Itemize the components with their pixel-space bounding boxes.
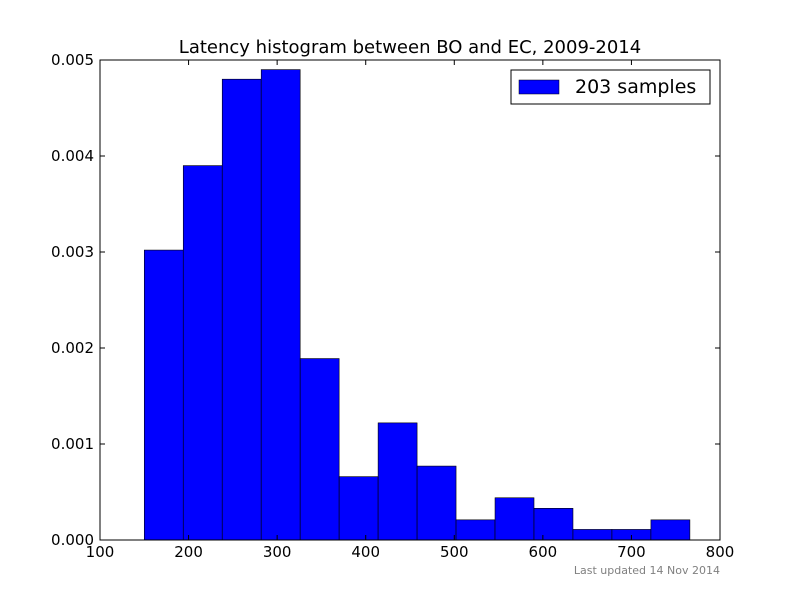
y-tick-label: 0.001: [51, 435, 94, 453]
bars-layer: [143, 69, 691, 541]
x-tick-label: 800: [706, 543, 735, 561]
x-tick-label: 600: [529, 543, 558, 561]
x-tick-label: 100: [86, 543, 115, 561]
histogram-bar: [143, 249, 184, 541]
x-tick-label: 500: [440, 543, 469, 561]
chart-title: Latency histogram between BO and EC, 200…: [179, 37, 641, 58]
histogram-bar: [299, 358, 340, 541]
plot-frame: [99, 59, 721, 541]
legend-label: 203 samples: [575, 76, 696, 98]
histogram-bar: [260, 69, 301, 541]
y-tick-label: 0.005: [51, 51, 94, 69]
histogram-bar: [221, 78, 262, 541]
histogram-bar: [338, 476, 379, 541]
last-updated-note: Last updated 14 Nov 2014: [574, 564, 720, 577]
histogram-bar: [494, 497, 535, 541]
y-tick-label: 0.004: [51, 147, 94, 165]
histogram-bar: [650, 519, 691, 541]
x-tick-label: 700: [617, 543, 646, 561]
y-tick-label: 0.003: [51, 243, 94, 261]
legend-swatch: [518, 79, 560, 95]
legend: 203 samples: [510, 69, 711, 105]
histogram-bar: [182, 165, 223, 541]
ticks-layer: 100 200 300 400 500 600 700 800 0.000 0.001 0.002 0…: [51, 51, 734, 561]
histogram-bar: [416, 465, 457, 541]
histogram-bar: [533, 508, 574, 541]
histogram-bar: [572, 529, 613, 541]
x-tick-label: 400: [351, 543, 380, 561]
x-tick-label: 200: [174, 543, 203, 561]
histogram-bar: [455, 519, 496, 541]
y-tick-label: 0.000: [51, 531, 94, 549]
histogram-bar: [377, 422, 418, 541]
y-tick-label: 0.002: [51, 339, 94, 357]
x-tick-label: 300: [263, 543, 292, 561]
